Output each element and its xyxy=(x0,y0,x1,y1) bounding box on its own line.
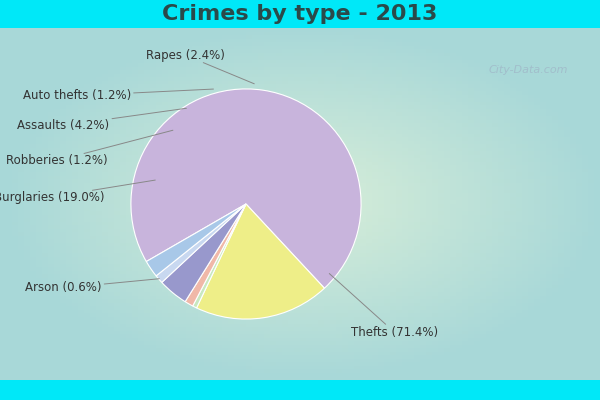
Wedge shape xyxy=(197,204,325,319)
Wedge shape xyxy=(131,89,361,288)
Wedge shape xyxy=(185,204,246,306)
Text: Arson (0.6%): Arson (0.6%) xyxy=(25,279,159,294)
Text: Auto thefts (1.2%): Auto thefts (1.2%) xyxy=(23,89,214,102)
Text: Robberies (1.2%): Robberies (1.2%) xyxy=(5,130,173,167)
Wedge shape xyxy=(146,204,246,276)
Text: Burglaries (19.0%): Burglaries (19.0%) xyxy=(0,180,155,204)
Text: Rapes (2.4%): Rapes (2.4%) xyxy=(146,48,254,84)
Wedge shape xyxy=(162,204,246,302)
Text: Assaults (4.2%): Assaults (4.2%) xyxy=(17,108,187,132)
Wedge shape xyxy=(193,204,246,308)
Wedge shape xyxy=(156,204,246,282)
Text: Thefts (71.4%): Thefts (71.4%) xyxy=(329,274,439,339)
Text: Crimes by type - 2013: Crimes by type - 2013 xyxy=(163,4,437,24)
Text: City-Data.com: City-Data.com xyxy=(488,65,568,75)
